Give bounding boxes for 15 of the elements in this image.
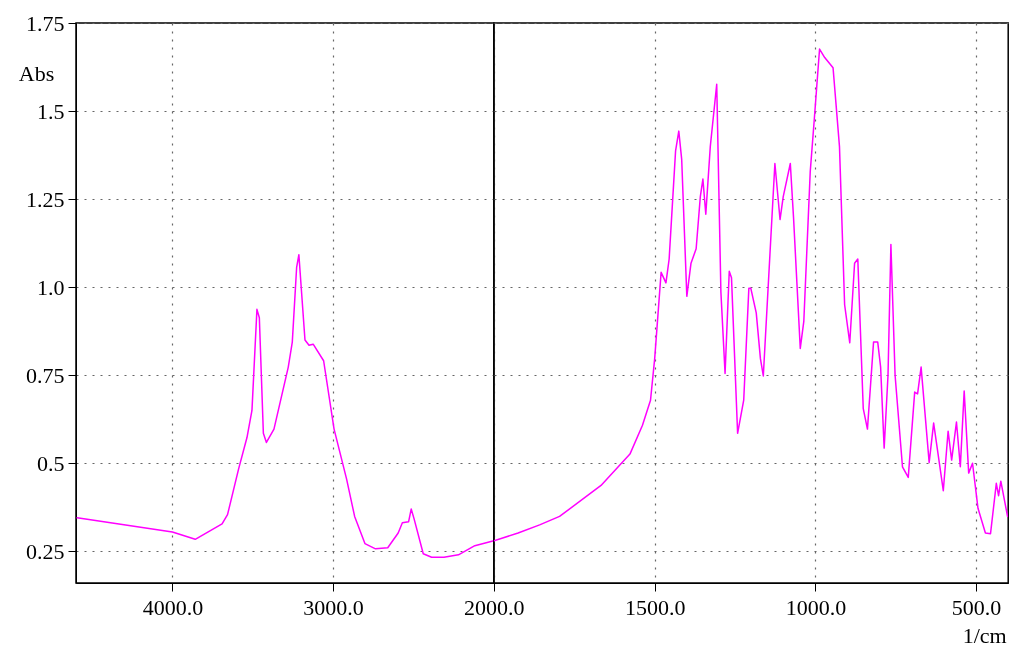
y-tick-label: 0.75 xyxy=(26,362,65,388)
y-tick-label: 1.0 xyxy=(37,274,65,300)
x-tick-label: 4000.0 xyxy=(142,594,204,620)
x-axis-title: 1/cm xyxy=(962,622,1007,648)
y-axis-title: Abs xyxy=(18,60,55,86)
x-tick-label: 2000.0 xyxy=(464,594,525,620)
x-tick-label: 1500.0 xyxy=(624,594,686,620)
y-tick-label: 1.75 xyxy=(26,10,65,36)
y-tick-label: 1.25 xyxy=(26,186,65,212)
y-tick-label: 0.5 xyxy=(37,450,65,476)
y-tick-label: 0.25 xyxy=(26,538,65,564)
x-tick-label: 500.0 xyxy=(951,594,1002,620)
y-tick-label: 1.5 xyxy=(37,98,65,124)
x-tick-label: 1000.0 xyxy=(785,594,847,620)
x-tick-label: 3000.0 xyxy=(303,594,364,620)
